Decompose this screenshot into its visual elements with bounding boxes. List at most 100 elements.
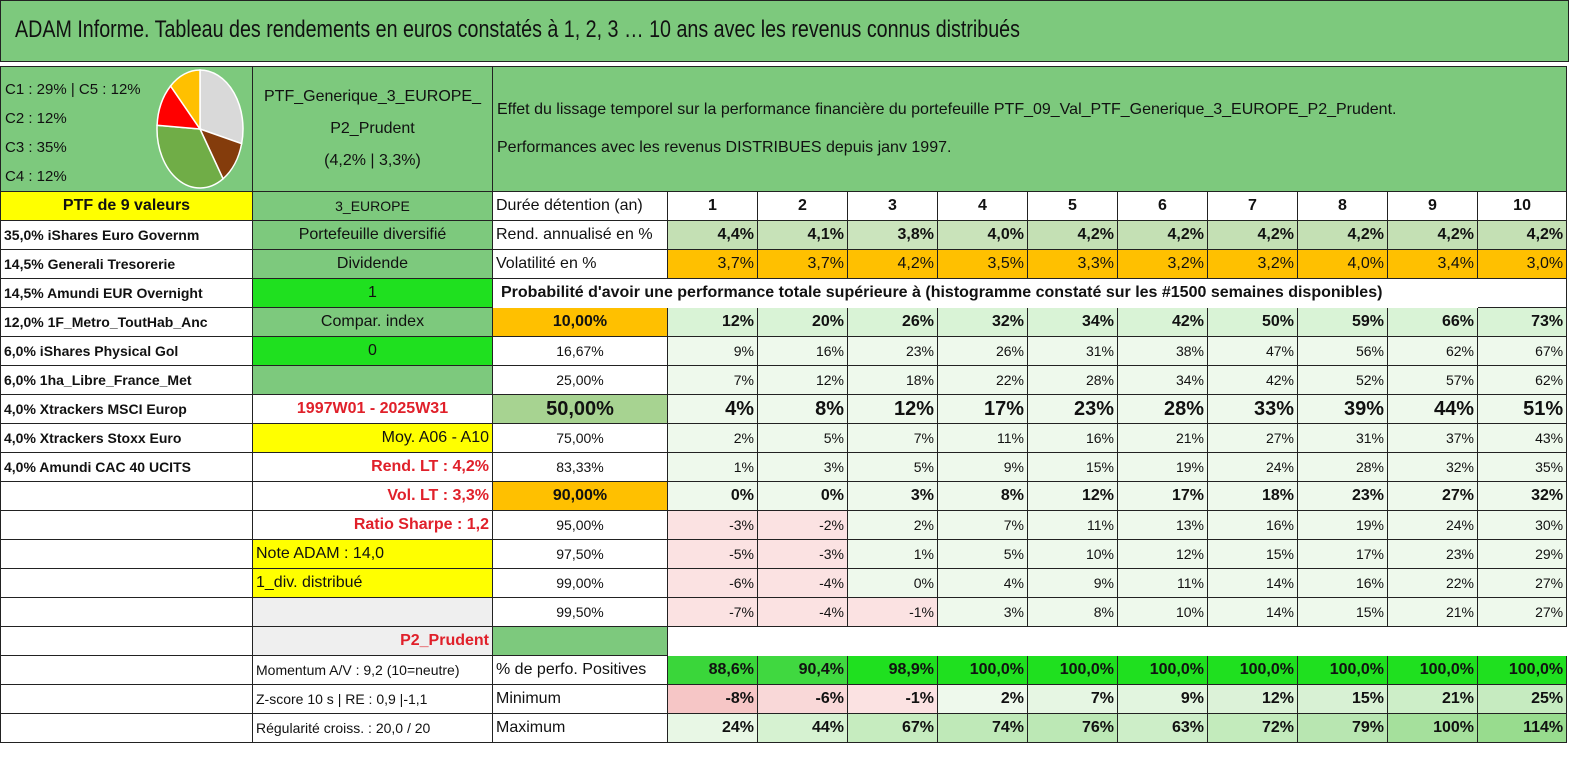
quantile-row: 6,0% iShares Physical Gol 0 16,67% 9% 16% 23%…	[0, 336, 1568, 366]
quantile-row: 6,0% 1ha_Libre_France_Met 25,00% 7% 12% 18% 2…	[0, 365, 1568, 395]
allocation-pie-chart	[156, 69, 244, 189]
maximum-cell: 74%	[937, 713, 1028, 743]
annualized-return-cell: 4,2%	[1117, 220, 1208, 250]
annualized-return-cell: 4,0%	[937, 220, 1028, 250]
annualized-return-cell: 4,2%	[1207, 220, 1298, 250]
holding-line-5: 6,0% iShares Physical Gol	[0, 336, 253, 366]
momentum-cell: Momentum A/V : 9,2 (10=neutre)	[252, 655, 493, 685]
quantile-value-cell: 30%	[1476, 510, 1568, 540]
maximum-cell: 76%	[1027, 713, 1118, 743]
empty-cell	[0, 626, 253, 656]
quantile-value-cell: 21%	[1117, 423, 1208, 453]
quantile-value-cell: 10%	[1117, 597, 1208, 627]
quantile-value-cell: 12%	[1027, 481, 1118, 511]
quantile-value-cell: 34%	[1117, 365, 1208, 395]
quantile-value-cell: 27%	[1387, 481, 1478, 511]
quantile-value-cell: 9%	[1027, 568, 1118, 598]
flag-cell: 1	[252, 278, 493, 308]
quantile-row: 4,0% Xtrackers Stoxx Euro Moy. A06 - A10 7…	[0, 423, 1568, 453]
side-info-cell: Compar. index	[252, 307, 493, 337]
quantile-row: 12,0% 1F_Metro_ToutHab_Anc Compar. index 1…	[0, 307, 1568, 337]
side-info-cell: 1997W01 - 2025W31	[252, 394, 493, 424]
quantile-value-cell: 59%	[1297, 307, 1388, 337]
quantile-value-cell: 29%	[1476, 539, 1568, 569]
quantile-value-cell: 9%	[937, 452, 1028, 482]
quantile-value-cell: 21%	[1387, 597, 1478, 627]
quantile-threshold-cell: 99,50%	[492, 597, 668, 627]
side-info-cell: Vol. LT : 3,3%	[252, 481, 493, 511]
volatility-label: Volatilité en %	[492, 249, 668, 279]
quantile-value-cell: 14%	[1207, 568, 1298, 598]
quantile-value-cell: 0%	[757, 481, 848, 511]
volatility-cell: 3,3%	[1027, 249, 1118, 279]
quantile-value-cell: 10%	[1027, 539, 1118, 569]
year-header-cell: 7	[1207, 191, 1298, 221]
year-header-cell: 3	[847, 191, 938, 221]
quantile-value-cell: 15%	[1027, 452, 1118, 482]
quantile-value-cell: 8%	[937, 481, 1028, 511]
quantile-value-cell: -3%	[667, 510, 758, 540]
holding-line-8: 4,0% Xtrackers Stoxx Euro	[0, 423, 253, 453]
maximum-cell: 44%	[757, 713, 848, 743]
side-info-cell: Rend. LT : 4,2%	[252, 452, 493, 482]
quantile-threshold-cell: 90,00%	[492, 481, 668, 511]
quantile-value-cell: 52%	[1297, 365, 1388, 395]
year-header-cell: 5	[1027, 191, 1118, 221]
quantile-value-cell: 26%	[937, 336, 1028, 366]
quantile-value-cell: 0%	[667, 481, 758, 511]
quantile-value-cell: 73%	[1476, 307, 1568, 337]
quantile-value-cell: 18%	[847, 365, 938, 395]
minimum-cell: 12%	[1207, 684, 1298, 714]
quantile-value-cell: 57%	[1387, 365, 1478, 395]
quantile-value-cell: 8%	[757, 394, 848, 424]
volatility-cell: 3,4%	[1387, 249, 1478, 279]
quantile-value-cell: 24%	[1207, 452, 1298, 482]
regularity-cell: Régularité croiss. : 20,0 / 20	[252, 713, 493, 743]
quantile-value-cell: 3%	[937, 597, 1028, 627]
quantile-value-cell: 16%	[1207, 510, 1298, 540]
quantile-value-cell: 19%	[1117, 452, 1208, 482]
quantile-value-cell: 28%	[1117, 394, 1208, 424]
side-info-cell: 1_div. distribué	[252, 568, 493, 598]
quantile-value-cell: 4%	[667, 394, 758, 424]
effect-line1: Effet du lissage temporel sur la perform…	[497, 101, 1397, 118]
quantile-value-cell: 17%	[1297, 539, 1388, 569]
years-header-row: PTF de 9 valeurs 3_EUROPE Durée détention …	[0, 191, 1568, 221]
quantile-value-cell: 9%	[667, 336, 758, 366]
quantile-value-cell: 23%	[1297, 481, 1388, 511]
quantile-value-cell: 12%	[667, 307, 758, 337]
quantile-value-cell: 3%	[847, 481, 938, 511]
positive-perf-label: % de perfo. Positives	[492, 655, 668, 685]
quantile-value-cell: -1%	[847, 597, 938, 627]
legend-line: C3 : 35%	[5, 139, 67, 156]
quantile-threshold-cell: 10,00%	[492, 307, 668, 337]
quantile-value-cell: 2%	[667, 423, 758, 453]
minimum-cell: 7%	[1027, 684, 1118, 714]
minimum-label: Minimum	[492, 684, 668, 714]
quantile-row: Ratio Sharpe : 1,2 95,00% -3% -2% 2% 7% 11% 13%…	[0, 510, 1568, 540]
probability-description: Probabilité d'avoir une performance tota…	[501, 284, 1383, 301]
quantile-value-cell: 32%	[937, 307, 1028, 337]
quantile-value-cell: 27%	[1207, 423, 1298, 453]
report-title: ADAM Informe. Tableau des rendements en …	[15, 16, 1020, 43]
quantile-row: 99,50% -7% -4% -1% 3% 8% 10% 14% 15% 21% 27%	[0, 597, 1568, 627]
quantile-value-cell: 32%	[1387, 452, 1478, 482]
empty-cell	[0, 713, 253, 743]
quantile-value-cell: 18%	[1207, 481, 1298, 511]
maximum-cell: 79%	[1297, 713, 1388, 743]
quantile-value-cell: 11%	[1117, 568, 1208, 598]
annualized-return-cell: 4,2%	[1297, 220, 1388, 250]
quantile-row: Vol. LT : 3,3% 90,00% 0% 0% 3% 8% 12% 17% 18% 23%…	[0, 481, 1568, 511]
profile-row: P2_Prudent	[0, 626, 1567, 656]
minimum-cell: 9%	[1117, 684, 1208, 714]
quantile-value-cell: 35%	[1476, 452, 1568, 482]
quantile-value-cell: 4%	[937, 568, 1028, 598]
quantile-value-cell: 2%	[847, 510, 938, 540]
volatility-cell: 3,7%	[667, 249, 758, 279]
volatility-row: 14,5% Generali Tresorerie Dividende Volati…	[0, 249, 1568, 279]
quantile-value-cell: 20%	[757, 307, 848, 337]
quantile-value-cell: 22%	[937, 365, 1028, 395]
quantile-value-cell: 44%	[1387, 394, 1478, 424]
minimum-cell: -6%	[757, 684, 848, 714]
quantile-value-cell: 51%	[1476, 394, 1568, 424]
